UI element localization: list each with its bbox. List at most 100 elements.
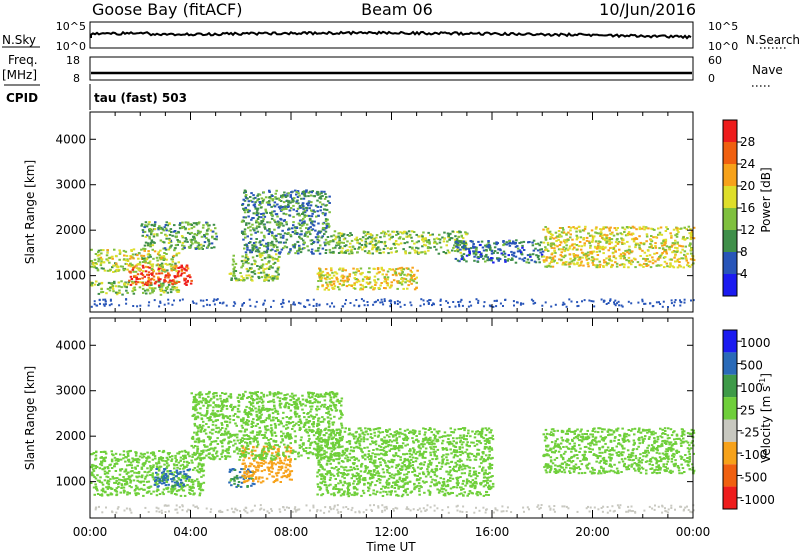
scatter-cell xyxy=(102,484,105,486)
scatter-cell xyxy=(263,245,266,247)
scatter-cell xyxy=(246,485,249,487)
clutter-cell xyxy=(173,300,175,302)
scatter-cell xyxy=(363,246,366,248)
scatter-cell xyxy=(322,213,325,215)
scatter-cell xyxy=(191,462,194,464)
scatter-cell xyxy=(649,243,652,245)
scatter-cell xyxy=(579,258,582,260)
scatter-cell xyxy=(569,253,572,255)
scatter-cell xyxy=(351,234,354,236)
scatter-cell xyxy=(409,274,412,276)
scatter-cell xyxy=(242,427,245,429)
scatter-cell xyxy=(508,254,511,256)
scatter-cell xyxy=(150,493,153,495)
scatter-cell xyxy=(273,210,276,212)
scatter-cell xyxy=(552,266,555,268)
scatter-cell xyxy=(317,420,320,422)
scatter-cell xyxy=(393,231,396,233)
scatter-cell xyxy=(175,475,178,477)
clutter-cell xyxy=(468,306,470,308)
scatter-cell xyxy=(112,476,115,478)
scatter-cell xyxy=(354,274,357,276)
scatter-cell xyxy=(685,258,688,260)
clutter-cell xyxy=(294,304,296,306)
scatter-cell xyxy=(306,207,309,209)
scatter-cell xyxy=(247,216,250,218)
scatter-cell xyxy=(411,267,414,269)
scatter-cell xyxy=(616,233,619,235)
scatter-cell xyxy=(268,470,271,472)
scatter-cell xyxy=(599,250,602,252)
clutter-cell xyxy=(118,304,120,306)
scatter-cell xyxy=(317,194,320,196)
scatter-cell xyxy=(424,253,427,255)
scatter-cell xyxy=(239,442,242,444)
scatter-cell xyxy=(185,451,188,453)
scatter-cell xyxy=(605,264,608,266)
scatter-cell xyxy=(238,481,241,483)
scatter-cell xyxy=(367,277,370,279)
scatter-cell xyxy=(256,265,259,267)
scatter-cell xyxy=(399,267,402,269)
scatter-cell xyxy=(164,468,167,470)
scatter-cell xyxy=(100,264,103,266)
scatter-cell xyxy=(304,210,307,212)
scatter-cell xyxy=(399,282,402,284)
scatter-cell xyxy=(165,287,168,289)
scatter-cell xyxy=(156,474,159,476)
scatter-cell xyxy=(142,270,145,272)
scatter-cell xyxy=(126,478,128,480)
scatter-cell xyxy=(115,480,118,482)
scatter-cell xyxy=(152,472,155,474)
scatter-cell xyxy=(283,213,286,215)
scatter-cell xyxy=(315,236,318,238)
scatter-cell xyxy=(413,280,416,282)
scatter-cell xyxy=(238,401,241,403)
scatter-cell xyxy=(361,249,364,251)
scatter-cell xyxy=(454,250,457,252)
scatter-cell xyxy=(210,247,213,249)
scatter-cell xyxy=(673,229,676,231)
scatter-cell xyxy=(97,260,100,262)
clutter-cell xyxy=(367,304,369,306)
scatter-cell xyxy=(583,244,586,246)
scatter-cell xyxy=(421,239,424,241)
scatter-cell xyxy=(416,282,419,284)
scatter-cell xyxy=(243,248,246,250)
scatter-cell xyxy=(324,242,327,244)
scatter-cell xyxy=(547,244,550,246)
scatter-cell xyxy=(311,249,314,251)
scatter-cell xyxy=(107,467,110,469)
scatter-cell xyxy=(192,438,195,440)
scatter-cell xyxy=(567,239,570,241)
clutter-cell xyxy=(206,299,208,301)
scatter-cell xyxy=(109,289,112,291)
scatter-cell xyxy=(276,475,279,477)
scatter-cell xyxy=(222,449,225,451)
scatter-cell xyxy=(160,290,163,292)
clutter-cell xyxy=(99,299,101,301)
scatter-cell xyxy=(120,286,123,288)
scatter-cell xyxy=(353,272,356,274)
scatter-cell xyxy=(571,239,574,241)
clutter-cell xyxy=(621,305,623,307)
scatter-cell xyxy=(564,264,567,266)
scatter-cell xyxy=(643,263,646,265)
scatter-cell xyxy=(139,456,142,458)
scatter-cell xyxy=(188,247,191,249)
scatter-cell xyxy=(280,392,283,394)
scatter-cell xyxy=(633,240,636,242)
scatter-cell xyxy=(603,234,606,236)
scatter-region-4 xyxy=(229,253,281,282)
scatter-cell xyxy=(163,470,166,472)
scatter-cell xyxy=(249,229,252,231)
scatter-cell xyxy=(199,407,202,409)
scatter-cell xyxy=(365,241,368,243)
scatter-cell xyxy=(167,464,170,466)
scatter-cell xyxy=(599,261,602,263)
scatter-cell xyxy=(413,274,416,276)
scatter-cell xyxy=(162,284,165,286)
scatter-cell xyxy=(128,280,131,282)
scatter-cell xyxy=(249,392,252,394)
scatter-cell xyxy=(321,237,324,239)
